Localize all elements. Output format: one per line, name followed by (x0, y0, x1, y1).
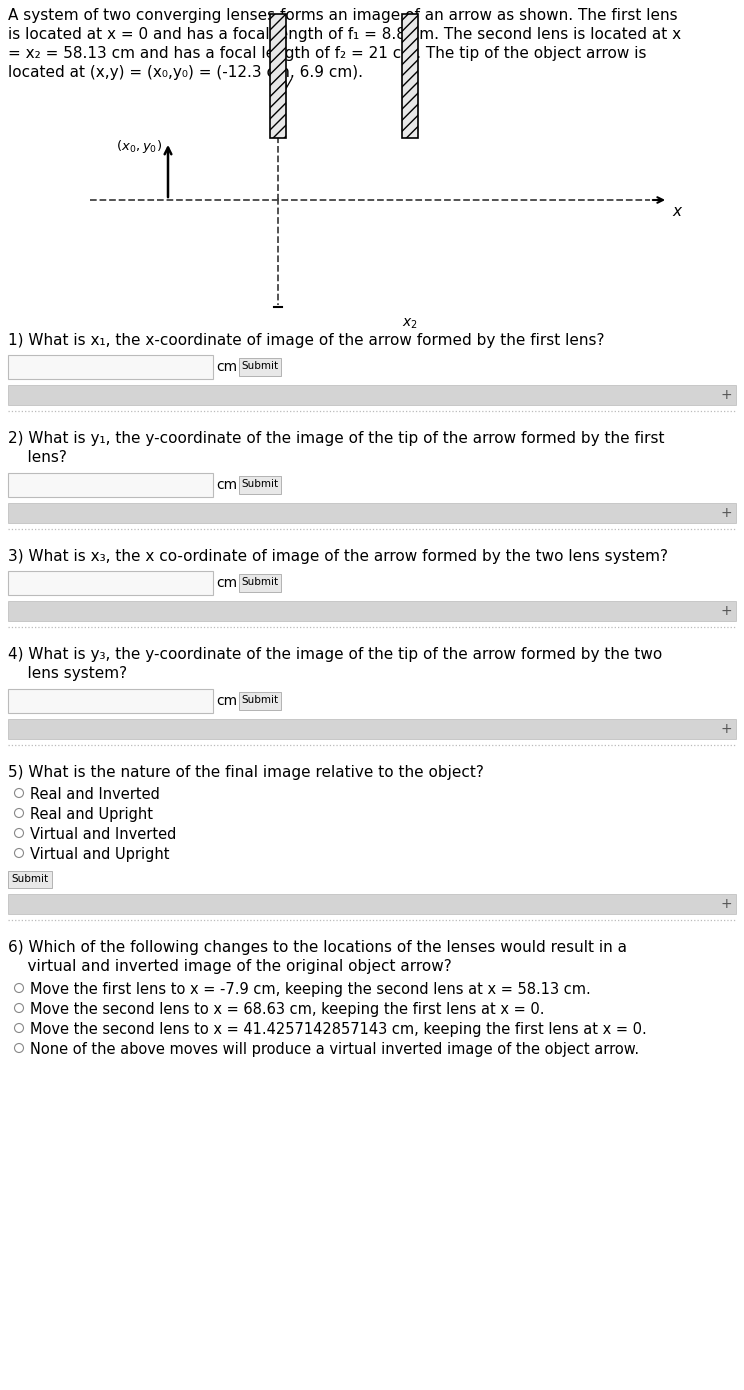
Bar (8, 872, 52, 888)
Text: Virtual and Inverted: Virtual and Inverted (30, 827, 176, 842)
Bar (239, 359, 281, 377)
Text: Move the second lens to x = 68.63 cm, keeping the first lens at x = 0.: Move the second lens to x = 68.63 cm, ke… (30, 1002, 545, 1017)
Bar (8, 600, 736, 621)
Text: Submit: Submit (242, 577, 278, 587)
Text: is located at x = 0 and has a focal length of f₁ = 8.8 cm. The second lens is lo: is located at x = 0 and has a focal leng… (8, 26, 681, 42)
Text: Submit: Submit (242, 480, 278, 489)
Text: lens?: lens? (8, 450, 67, 466)
Bar (402, 14, 418, 138)
Text: lens system?: lens system? (8, 666, 127, 681)
Text: 1) What is x₁, the x-coordinate of image of the arrow formed by the first lens?: 1) What is x₁, the x-coordinate of image… (8, 334, 605, 348)
Bar (8, 473, 213, 498)
Bar (239, 692, 281, 710)
Bar (8, 571, 213, 595)
Text: +: + (720, 506, 732, 520)
Text: Move the first lens to x = -7.9 cm, keeping the second lens at x = 58.13 cm.: Move the first lens to x = -7.9 cm, keep… (30, 981, 591, 997)
Text: cm: cm (216, 478, 237, 492)
Text: A system of two converging lenses forms an image of an arrow as shown. The first: A system of two converging lenses forms … (8, 8, 678, 24)
Text: 5) What is the nature of the final image relative to the object?: 5) What is the nature of the final image… (8, 765, 484, 780)
Text: cm: cm (216, 360, 237, 374)
Text: +: + (720, 897, 732, 910)
Text: 6) Which of the following changes to the locations of the lenses would result in: 6) Which of the following changes to the… (8, 940, 627, 955)
Bar (8, 503, 736, 523)
Text: +: + (720, 388, 732, 402)
Bar (270, 14, 286, 138)
Text: y: y (282, 76, 291, 90)
Text: = x₂ = 58.13 cm and has a focal length of f₂ = 21 cm. The tip of the object arro: = x₂ = 58.13 cm and has a focal length o… (8, 46, 647, 61)
Bar (8, 354, 213, 379)
Text: None of the above moves will produce a virtual inverted image of the object arro: None of the above moves will produce a v… (30, 1042, 639, 1056)
Text: +: + (720, 605, 732, 619)
Text: $\mathit{x}_2$: $\mathit{x}_2$ (402, 317, 418, 331)
Bar (8, 719, 736, 739)
Bar (8, 894, 736, 915)
Text: Virtual and Upright: Virtual and Upright (30, 847, 170, 862)
Text: located at (x,y) = (x₀,y₀) = (-12.3 cm, 6.9 cm).: located at (x,y) = (x₀,y₀) = (-12.3 cm, … (8, 65, 363, 81)
Text: Real and Inverted: Real and Inverted (30, 787, 160, 802)
Text: cm: cm (216, 694, 237, 708)
Text: x: x (672, 204, 681, 220)
Text: virtual and inverted image of the original object arrow?: virtual and inverted image of the origin… (8, 959, 452, 974)
Text: 4) What is y₃, the y-coordinate of the image of the tip of the arrow formed by t: 4) What is y₃, the y-coordinate of the i… (8, 646, 662, 662)
Text: Submit: Submit (242, 361, 278, 371)
Text: 3) What is x₃, the x co-ordinate of image of the arrow formed by the two lens sy: 3) What is x₃, the x co-ordinate of imag… (8, 549, 668, 564)
Text: cm: cm (216, 575, 237, 589)
Text: Submit: Submit (11, 874, 48, 884)
Text: $(x_0,y_0)$: $(x_0,y_0)$ (116, 138, 162, 156)
Text: Submit: Submit (242, 695, 278, 705)
Text: 2) What is y₁, the y-coordinate of the image of the tip of the arrow formed by t: 2) What is y₁, the y-coordinate of the i… (8, 431, 664, 446)
Bar (8, 385, 736, 404)
Text: +: + (720, 721, 732, 735)
Bar (239, 475, 281, 493)
Text: Move the second lens to x = 41.4257142857143 cm, keeping the first lens at x = 0: Move the second lens to x = 41.425714285… (30, 1022, 647, 1037)
Text: Real and Upright: Real and Upright (30, 808, 153, 821)
Bar (8, 689, 213, 713)
Bar (239, 574, 281, 592)
